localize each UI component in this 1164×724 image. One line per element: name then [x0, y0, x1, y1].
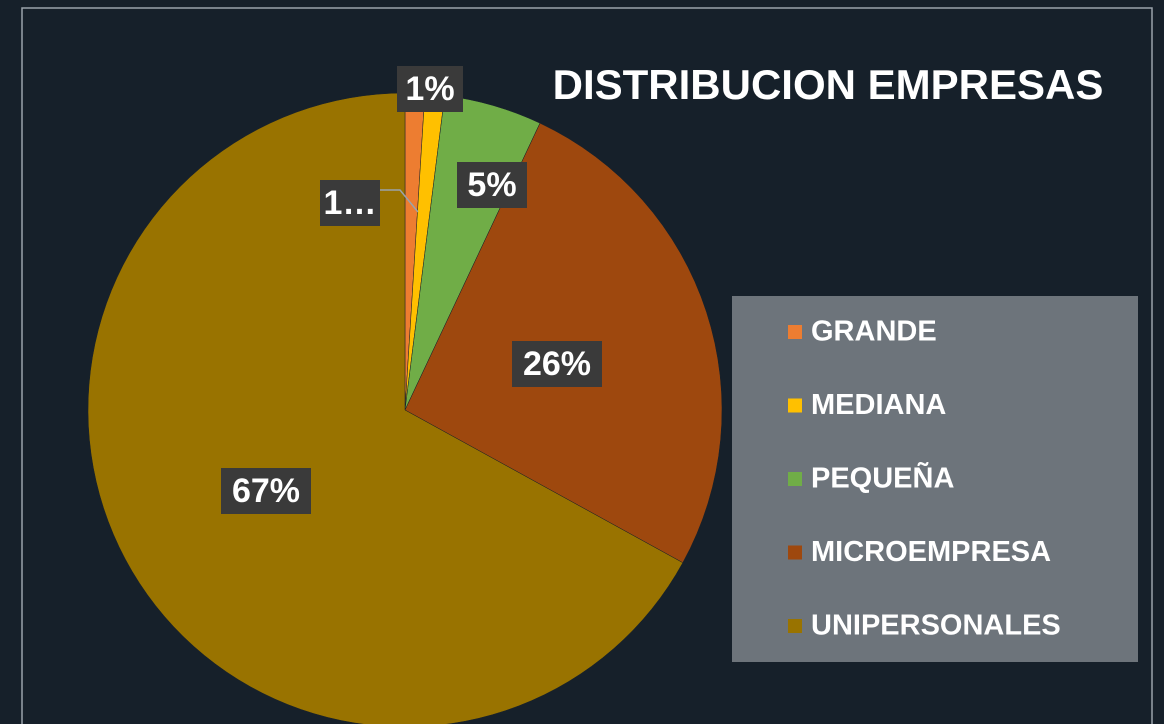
- legend-label: MEDIANA: [811, 389, 946, 421]
- pie: [87, 92, 723, 724]
- data-label: 67%: [232, 472, 300, 510]
- data-label: 1%: [405, 70, 454, 108]
- data-label: 5%: [467, 166, 516, 204]
- data-labels: 1% 1… 5% 26% 67%: [221, 66, 602, 514]
- data-label-box: [457, 162, 527, 208]
- legend-label: UNIPERSONALES: [811, 610, 1061, 642]
- leader-line: [380, 189, 419, 213]
- data-label-box: [320, 180, 380, 226]
- legend-swatch: [788, 619, 802, 633]
- legend-swatch: [788, 545, 802, 560]
- data-label: 26%: [523, 345, 591, 383]
- legend-label: MICROEMPRESA: [811, 536, 1051, 568]
- legend-swatch: [788, 472, 802, 486]
- legend-label: PEQUEÑA: [811, 461, 954, 495]
- pie-slice: [87, 92, 684, 724]
- legend-swatch: [788, 325, 802, 339]
- data-label-box: [221, 468, 311, 514]
- legend: GRANDE MEDIANA PEQUEÑA MICROEMPRESA UNIPERSO…: [788, 316, 1061, 642]
- data-label-box: [397, 66, 463, 112]
- legend-swatch: [788, 398, 802, 413]
- data-label: 1…: [324, 184, 377, 222]
- chart-frame: [21, 7, 1153, 724]
- chart-title: DISTRIBUCION EMPRESAS: [553, 61, 1104, 108]
- data-label-box: [512, 341, 602, 387]
- legend-label: GRANDE: [811, 316, 937, 348]
